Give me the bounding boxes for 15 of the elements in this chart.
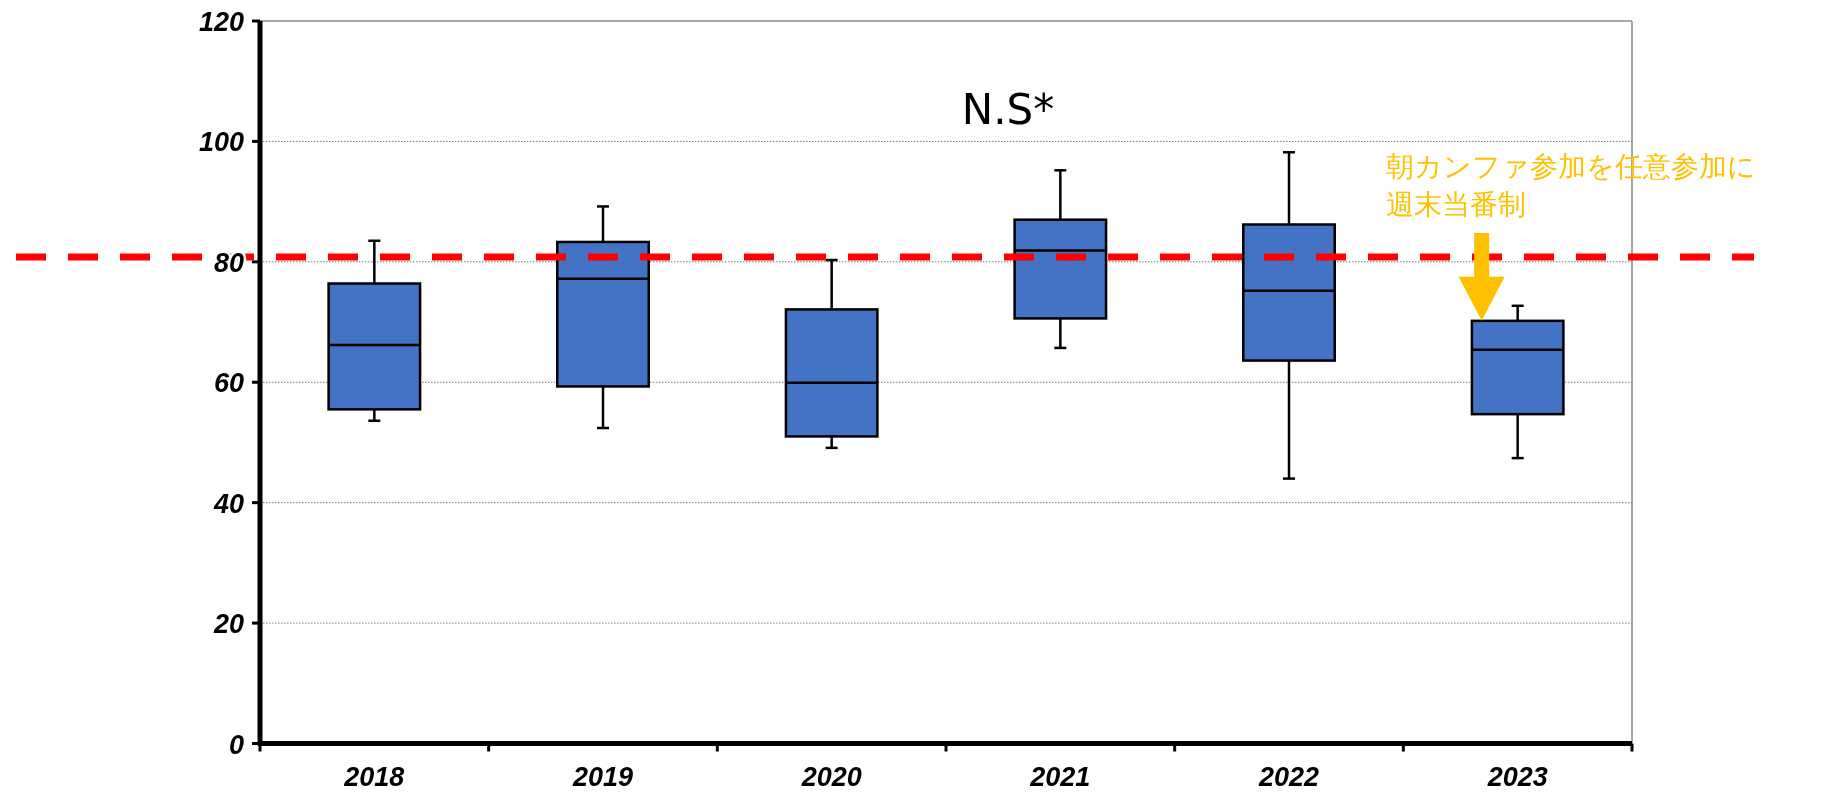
x-tick-label: 2019 [571, 761, 634, 792]
x-tick-label: 2020 [800, 761, 862, 792]
y-tick-label: 100 [198, 127, 244, 158]
annotation: N.S* [961, 85, 1055, 134]
y-tick-label: 20 [212, 609, 244, 640]
y-tick-label: 0 [228, 729, 244, 760]
y-tick-label: 60 [213, 368, 244, 399]
x-tick-label: 2022 [1257, 761, 1320, 792]
y-tick-label: 120 [198, 7, 244, 37]
annotation: 朝カンファ参加を任意参加に [1385, 151, 1756, 182]
x-tick-label: 2021 [1029, 761, 1091, 792]
annotation: 週末当番制 [1385, 189, 1526, 220]
x-tick-label: 2023 [1486, 761, 1548, 792]
x-tick-label: 2018 [343, 761, 405, 792]
y-tick-label: 40 [212, 488, 244, 519]
